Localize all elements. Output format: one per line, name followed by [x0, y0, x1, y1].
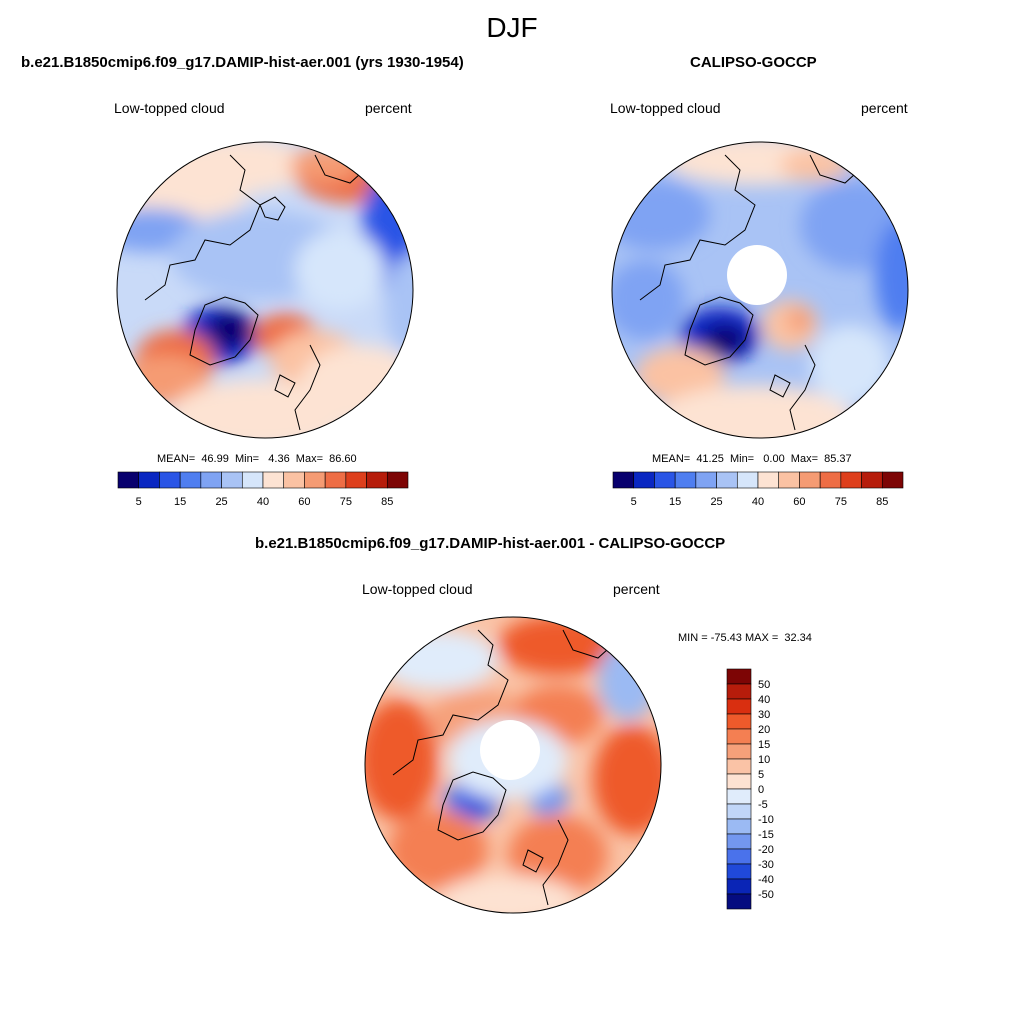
- obs-colorbar-swatch: [736, 471, 759, 489]
- diff-colorbar-swatch: [726, 788, 752, 805]
- model-polar-map: [116, 141, 414, 439]
- figure-title: DJF: [486, 12, 538, 43]
- diff-colorbar-swatch: [726, 698, 752, 715]
- diff-colorbar-label: 50: [758, 679, 770, 691]
- diff-colorbar-swatch: [726, 683, 752, 700]
- model-colorbar-swatch: [283, 471, 305, 489]
- model-stats: MEAN= 46.99 Min= 4.36 Max= 86.60: [157, 453, 357, 465]
- model-colorbar-swatch: [262, 471, 285, 489]
- diff-colorbar-swatch: [726, 758, 752, 775]
- diff-colorbar-label: 0: [758, 784, 764, 796]
- obs-colorbar-swatch: [633, 471, 655, 489]
- obs-colorbar-label: 40: [752, 496, 764, 508]
- diff-colorbar-label: -30: [758, 859, 774, 871]
- obs-panel-title: CALIPSO-GOCCP: [690, 54, 817, 71]
- obs-colorbar-swatch: [612, 471, 635, 489]
- diff-colorbar-swatch: [726, 863, 752, 880]
- diff-colorbar-swatch: [726, 818, 752, 835]
- diff-colorbar-label: 20: [758, 724, 770, 736]
- diff-colorbar-label: 10: [758, 754, 770, 766]
- model-colorbar-label: 60: [298, 496, 310, 508]
- diff-colorbar-swatch: [726, 833, 752, 850]
- model-colorbar: 515254060758595: [117, 471, 409, 508]
- obs-colorbar-label: 5: [631, 496, 637, 508]
- diff-variable-label: Low-topped cloud: [362, 581, 473, 597]
- diff-colorbar-label: 15: [758, 739, 770, 751]
- obs-colorbar: 515254060758595: [612, 471, 904, 508]
- model-variable-label: Low-topped cloud: [114, 100, 225, 116]
- diff-colorbar-swatch: [726, 743, 752, 760]
- obs-colorbar-label: 85: [876, 496, 888, 508]
- diff-colorbar-swatch: [726, 848, 752, 865]
- model-colorbar-swatch: [241, 471, 264, 489]
- obs-colorbar-swatch: [654, 471, 676, 489]
- model-colorbar-label: 5: [136, 496, 142, 508]
- obs-colorbar-swatch: [757, 471, 780, 489]
- model-colorbar-swatch: [304, 471, 326, 489]
- obs-colorbar-swatch: [778, 471, 800, 489]
- model-colorbar-swatch: [345, 471, 367, 489]
- obs-polar-map: [611, 141, 909, 439]
- model-colorbar-swatch: [179, 471, 202, 489]
- obs-colorbar-label: 60: [793, 496, 805, 508]
- obs-colorbar-swatch: [881, 471, 904, 489]
- diff-colorbar-label: -5: [758, 799, 768, 811]
- model-colorbar-label: 75: [340, 496, 352, 508]
- model-colorbar-label: 15: [174, 496, 186, 508]
- diff-stats: MIN = -75.43 MAX = 32.34: [678, 632, 812, 644]
- obs-colorbar-swatch: [674, 471, 697, 489]
- diff-polar-map: [364, 616, 662, 914]
- model-colorbar-swatch: [200, 471, 222, 489]
- diff-colorbar-label: -15: [758, 829, 774, 841]
- model-colorbar-swatch: [159, 471, 181, 489]
- diff-colorbar-label: -50: [758, 889, 774, 901]
- obs-stats: MEAN= 41.25 Min= 0.00 Max= 85.37: [652, 453, 852, 465]
- model-colorbar-swatch: [324, 471, 347, 489]
- model-colorbar-label: 40: [257, 496, 269, 508]
- obs-colorbar-swatch: [819, 471, 842, 489]
- model-colorbar-swatch: [366, 471, 388, 489]
- model-colorbar-swatch: [117, 471, 140, 489]
- diff-colorbar-swatch: [726, 803, 752, 820]
- diff-colorbar-label: 40: [758, 694, 770, 706]
- obs-colorbar-swatch: [840, 471, 862, 489]
- diff-units-label: percent: [613, 581, 660, 597]
- diff-colorbar-label: -20: [758, 844, 774, 856]
- obs-colorbar-label: 15: [669, 496, 681, 508]
- model-colorbar-swatch: [221, 471, 243, 489]
- obs-colorbar-label: 75: [835, 496, 847, 508]
- obs-colorbar-swatch: [861, 471, 883, 489]
- model-colorbar-swatch: [138, 471, 160, 489]
- diff-colorbar-swatch: [726, 713, 752, 730]
- obs-colorbar-swatch: [695, 471, 717, 489]
- model-colorbar-label: 25: [215, 496, 227, 508]
- diff-colorbar-swatch: [726, 728, 752, 745]
- model-panel-title: b.e21.B1850cmip6.f09_g17.DAMIP-hist-aer.…: [21, 54, 464, 71]
- diff-colorbar-label: 5: [758, 769, 764, 781]
- model-colorbar-label: 85: [381, 496, 393, 508]
- obs-colorbar-swatch: [799, 471, 821, 489]
- diff-colorbar-label: -40: [758, 874, 774, 886]
- model-units-label: percent: [365, 100, 412, 116]
- obs-colorbar-label: 25: [710, 496, 722, 508]
- obs-variable-label: Low-topped cloud: [610, 100, 721, 116]
- diff-colorbar-swatch: [726, 893, 752, 910]
- obs-units-label: percent: [861, 100, 908, 116]
- obs-colorbar-swatch: [716, 471, 738, 489]
- model-colorbar-swatch: [386, 471, 409, 489]
- diff-colorbar-swatch: [726, 773, 752, 790]
- diff-panel-title: b.e21.B1850cmip6.f09_g17.DAMIP-hist-aer.…: [255, 535, 726, 552]
- diff-colorbar-swatch: [726, 878, 752, 895]
- diff-colorbar-label: 30: [758, 709, 770, 721]
- diff-colorbar-swatch: [726, 668, 752, 685]
- diff-colorbar-label: -10: [758, 814, 774, 826]
